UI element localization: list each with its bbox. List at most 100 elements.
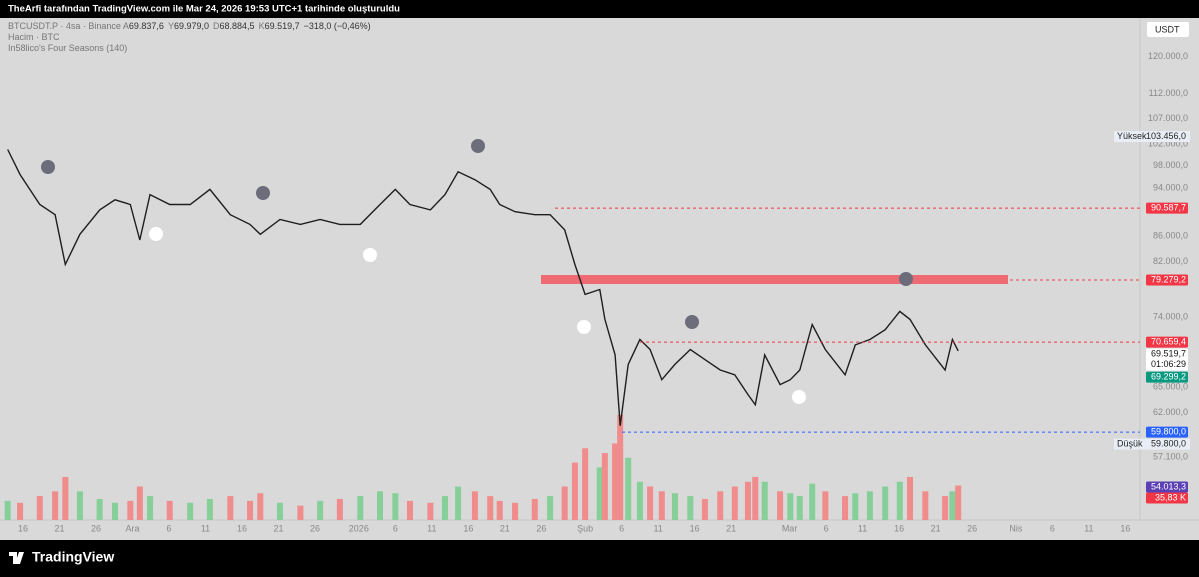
volume-bar — [257, 493, 264, 520]
volume-bar — [166, 500, 173, 520]
volume-bar — [4, 500, 11, 520]
volume-bar — [658, 491, 665, 520]
volume-bar — [187, 502, 194, 520]
y-tick-label: 107.000,0 — [1148, 113, 1188, 123]
y-tick-label: 57.100,0 — [1153, 451, 1188, 461]
symbol: BTCUSDT.P · 4sa · Binance — [8, 21, 121, 31]
legend-line: BTCUSDT.P · 4sa · Binance A69.837,6 Y69.9… — [8, 21, 375, 32]
price-tag — [1146, 336, 1188, 348]
volume-bar — [496, 500, 503, 520]
moon-dot — [256, 186, 270, 200]
y-tick-label: 94.000,0 — [1153, 183, 1188, 193]
volume-bar — [392, 493, 399, 520]
volume-bar — [297, 505, 304, 520]
x-tick-label: 16 — [690, 523, 700, 533]
volume-bar — [942, 496, 949, 520]
legend-line: In58lico's Four Seasons (140) — [8, 43, 128, 53]
x-tick-label: 26 — [91, 523, 101, 533]
volume-bar — [882, 486, 889, 520]
x-tick-label: 26 — [310, 523, 320, 533]
x-tick-label: 16 — [894, 523, 904, 533]
x-tick-label: 26 — [967, 523, 977, 533]
stat-label: Düşük — [1117, 438, 1143, 448]
moon-dot — [363, 248, 377, 262]
countdown: 01:06:29 — [1151, 359, 1186, 369]
x-tick-label: 26 — [536, 523, 546, 533]
price-tag — [1146, 202, 1188, 214]
x-tick-label: 21 — [931, 523, 941, 533]
y-tick-label: 102.000,0 — [1148, 139, 1188, 149]
x-tick-label: 21 — [500, 523, 510, 533]
x-tick-label: 11 — [858, 523, 867, 533]
price-tag — [1146, 426, 1188, 438]
volume-bar — [36, 496, 43, 520]
x-tick-label: 6 — [619, 523, 624, 533]
ohlc: A69.837,6 Y69.979,0 D68.884,5 K69.519,7 — [123, 21, 304, 31]
y-tick-label: 86.000,0 — [1153, 231, 1188, 241]
volume-bar — [406, 500, 413, 520]
volume-bar — [76, 491, 83, 520]
volume-bar — [357, 496, 364, 520]
volume-bar — [441, 496, 448, 520]
ohlc-key: Y — [167, 21, 174, 31]
price-tag-label: 90.587,7 — [1151, 203, 1186, 213]
volume-bar — [907, 476, 914, 520]
moon-dot — [899, 272, 913, 286]
price-tag — [1146, 348, 1188, 371]
volume-bar — [687, 496, 694, 520]
volume-bar — [136, 486, 143, 520]
x-tick-label: 2026 — [349, 523, 369, 533]
change: −318,0 (−0,46%) — [303, 21, 371, 31]
stat-box — [1114, 438, 1190, 450]
y-tick-label: 82.000,0 — [1153, 256, 1188, 266]
volume-bar — [582, 448, 589, 520]
x-tick-label: 11 — [427, 523, 436, 533]
volume-bar — [671, 493, 678, 520]
x-tick-label: 21 — [274, 523, 284, 533]
y-tick-label: 74.000,0 — [1153, 312, 1188, 322]
volume-bar — [866, 491, 873, 520]
ohlc-key: D — [213, 21, 220, 31]
volume-bar — [487, 496, 494, 520]
volume-bar — [471, 491, 478, 520]
volume-bar — [761, 481, 768, 520]
volume-bar — [949, 491, 956, 520]
volume-bar — [96, 498, 103, 520]
top-bar — [0, 0, 1199, 18]
price-tag — [1146, 274, 1188, 286]
volume-bar — [377, 491, 383, 520]
x-tick-label: 6 — [393, 523, 398, 533]
volume-bar — [52, 491, 59, 520]
moon-dot — [41, 160, 55, 174]
price-tag-label: 69.519,7 — [1151, 348, 1186, 358]
y-tick-label: 112.000,0 — [1149, 88, 1188, 98]
volume-bar — [647, 486, 654, 520]
currency-box[interactable] — [1147, 22, 1189, 37]
x-tick-label: Ara — [125, 523, 139, 533]
volume-bar — [896, 481, 903, 520]
x-tick-label: 6 — [167, 523, 172, 533]
x-tick-label: 21 — [726, 523, 736, 533]
volume-bar — [752, 476, 759, 520]
volume-bar — [822, 491, 829, 520]
y-tick-label: 62.000,0 — [1153, 407, 1188, 417]
volume-bar — [561, 486, 568, 520]
price-line — [7, 149, 959, 426]
volume-bar — [127, 500, 134, 520]
x-tick-label: 16 — [1120, 523, 1130, 533]
stat-value: 59.800,0 — [1151, 438, 1186, 448]
x-tick-label: 16 — [463, 523, 473, 533]
volume-bar — [596, 467, 603, 520]
y-tick-label: 98.000,0 — [1153, 160, 1188, 170]
volume-bar — [617, 414, 624, 520]
volume-bar — [111, 502, 118, 520]
volume-bar — [547, 496, 554, 520]
price-tag-label: 59.800,0 — [1151, 426, 1186, 436]
volume-bar — [717, 491, 724, 520]
volume-bar — [276, 502, 283, 520]
volume-bar — [147, 496, 154, 520]
moon-symbols — [41, 139, 913, 404]
x-tick-label: 16 — [237, 523, 247, 533]
caption: TheArfi tarafından TradingView.com ile M… — [8, 4, 400, 15]
volume-tag — [1146, 481, 1188, 493]
